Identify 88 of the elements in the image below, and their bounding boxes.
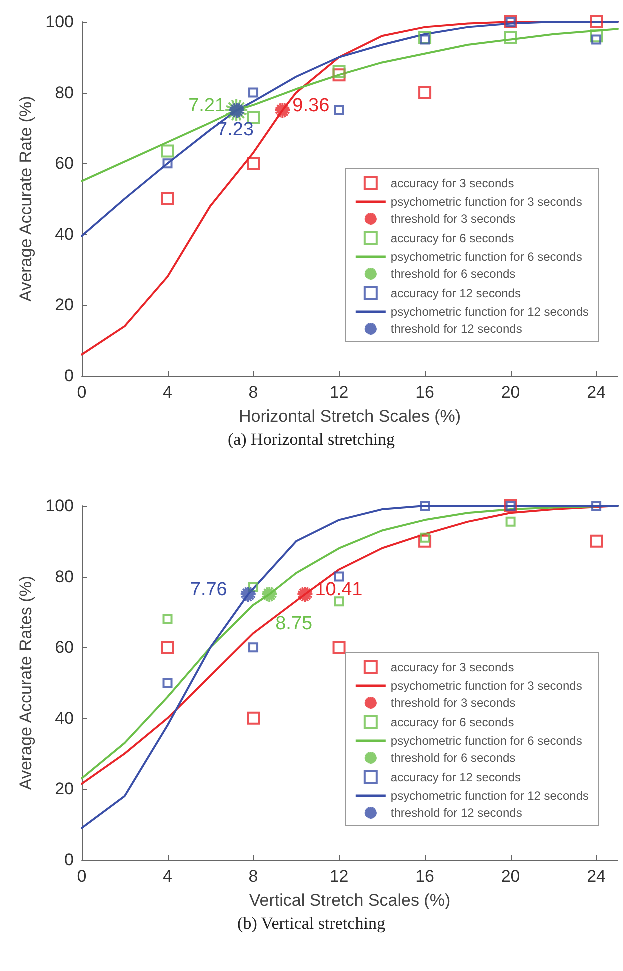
x-tick-label: 4 bbox=[163, 383, 172, 402]
y-tick-label: 60 bbox=[55, 154, 74, 174]
legend-label: accuracy for 6 seconds bbox=[390, 716, 514, 730]
point bbox=[161, 192, 174, 206]
x-tick-label: 20 bbox=[501, 867, 520, 886]
point bbox=[334, 596, 344, 607]
x-tick-label: 12 bbox=[330, 867, 349, 886]
point bbox=[261, 586, 278, 603]
y-tick-label: 20 bbox=[55, 296, 74, 315]
x-tick-label: 24 bbox=[587, 867, 606, 886]
point bbox=[420, 34, 430, 45]
legend-label: accuracy for 12 seconds bbox=[390, 286, 521, 300]
y-axis-title: Average Accurate Rates (%) bbox=[16, 576, 36, 790]
y-tick-label: 20 bbox=[55, 780, 74, 799]
legend-label: psychometric function for 3 seconds bbox=[390, 679, 582, 693]
point bbox=[161, 641, 174, 654]
legend-label: accuracy for 12 seconds bbox=[390, 770, 521, 784]
point bbox=[248, 88, 259, 98]
y-tick-label: 0 bbox=[64, 366, 74, 386]
point bbox=[506, 516, 516, 527]
legend-label: threshold for 3 seconds bbox=[390, 696, 516, 710]
x-tick-label: 12 bbox=[330, 383, 349, 402]
y-tick-label: 80 bbox=[55, 567, 74, 586]
x-tick-label: 24 bbox=[587, 383, 606, 402]
point bbox=[592, 34, 602, 45]
legend-label: threshold for 6 seconds bbox=[390, 267, 516, 281]
annotation: 10.41 bbox=[315, 580, 363, 600]
y-tick-label: 0 bbox=[64, 850, 74, 870]
x-tick-label: 4 bbox=[163, 867, 172, 886]
point bbox=[248, 642, 259, 653]
legend-label: psychometric function for 12 seconds bbox=[390, 789, 590, 803]
point bbox=[162, 614, 173, 624]
point bbox=[418, 86, 432, 100]
y-tick-label: 60 bbox=[55, 638, 74, 658]
legend-label: psychometric function for 3 seconds bbox=[390, 195, 582, 209]
y-tick-label: 100 bbox=[46, 496, 74, 516]
x-axis-title: Horizontal Stretch Scales (%) bbox=[238, 407, 462, 426]
point bbox=[162, 678, 173, 688]
y-tick-label: 40 bbox=[55, 708, 74, 728]
point bbox=[418, 534, 432, 548]
point bbox=[592, 501, 602, 511]
x-tick-label: 0 bbox=[77, 383, 87, 402]
point bbox=[274, 102, 292, 119]
point bbox=[332, 65, 346, 78]
x-tick-label: 8 bbox=[248, 867, 258, 886]
point bbox=[162, 158, 173, 169]
x-tick-label: 8 bbox=[248, 383, 258, 402]
point bbox=[590, 30, 604, 43]
point bbox=[334, 572, 344, 582]
y-tick-label: 80 bbox=[55, 83, 74, 102]
legend-label: threshold for 6 seconds bbox=[390, 751, 516, 765]
legend-label: psychometric function for 6 seconds bbox=[390, 250, 582, 264]
point bbox=[590, 534, 604, 548]
point bbox=[247, 157, 260, 170]
legend-label: psychometric function for 12 seconds bbox=[390, 305, 590, 319]
y-tick-label: 100 bbox=[46, 12, 74, 32]
point bbox=[590, 16, 604, 28]
x-tick-label: 16 bbox=[416, 383, 434, 402]
x-tick-label: 16 bbox=[416, 867, 434, 886]
x-tick-label: 20 bbox=[501, 383, 520, 402]
annotation: 7.23 bbox=[217, 120, 254, 140]
legend-label: threshold for 12 seconds bbox=[390, 322, 522, 336]
point bbox=[420, 532, 430, 543]
point bbox=[504, 31, 518, 44]
point bbox=[332, 641, 346, 654]
legend-label: accuracy for 3 seconds bbox=[390, 176, 514, 190]
y-axis-title: Average Accurate Rate (%) bbox=[16, 96, 36, 302]
point bbox=[161, 144, 174, 158]
annotation: 7.76 bbox=[190, 580, 228, 600]
point bbox=[240, 586, 257, 603]
y-tick-label: 40 bbox=[55, 224, 74, 244]
point bbox=[334, 106, 344, 116]
x-axis-title: Vertical Stretch Scales (%) bbox=[249, 891, 451, 910]
point bbox=[248, 582, 259, 592]
legend-label: accuracy for 6 seconds bbox=[390, 232, 514, 246]
legend-label: threshold for 12 seconds bbox=[390, 806, 522, 820]
legend-label: psychometric function for 6 seconds bbox=[390, 734, 582, 748]
annotation: 8.75 bbox=[276, 614, 313, 634]
point bbox=[247, 712, 260, 725]
annotation: 7.21 bbox=[188, 96, 226, 116]
text: (a) Horizontal stretching bbox=[226, 430, 396, 450]
point bbox=[296, 586, 314, 603]
x-tick-label: 0 bbox=[77, 867, 87, 886]
point bbox=[420, 501, 430, 511]
annotation: 9.36 bbox=[292, 96, 330, 116]
text: (b) Vertical stretching bbox=[236, 914, 386, 934]
legend-label: threshold for 3 seconds bbox=[390, 212, 516, 226]
legend-label: accuracy for 3 seconds bbox=[390, 660, 514, 674]
